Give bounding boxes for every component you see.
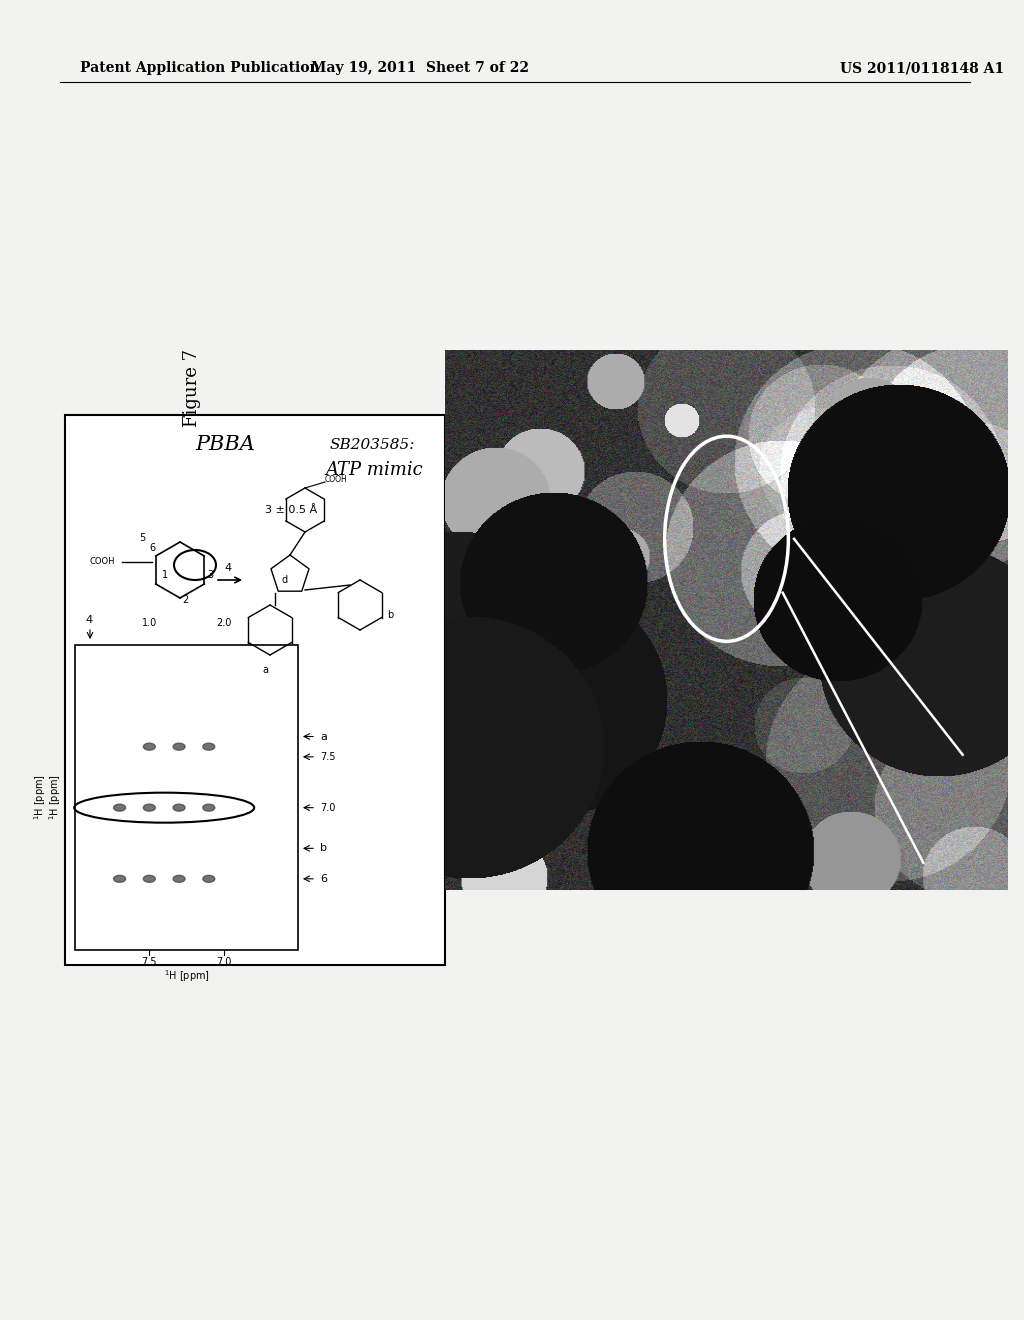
Ellipse shape: [173, 743, 185, 750]
Text: COOH: COOH: [325, 475, 348, 484]
Text: Figure 7: Figure 7: [183, 348, 201, 426]
Text: b: b: [319, 843, 327, 853]
Bar: [75, 645, 298, 950]
Text: 7.5: 7.5: [319, 752, 336, 762]
Ellipse shape: [114, 875, 126, 882]
Ellipse shape: [173, 804, 185, 812]
Ellipse shape: [143, 743, 156, 750]
Text: 2.0: 2.0: [216, 618, 231, 628]
Text: 4: 4: [85, 615, 92, 624]
Text: a: a: [319, 731, 327, 742]
Text: 2: 2: [182, 595, 188, 605]
Text: 7.0: 7.0: [216, 957, 231, 968]
Text: $^1$H [ppm]: $^1$H [ppm]: [164, 968, 210, 983]
Text: 1: 1: [162, 570, 168, 579]
Text: 3: 3: [207, 570, 213, 579]
Text: a: a: [262, 665, 268, 675]
Text: 7.5: 7.5: [141, 957, 157, 968]
Text: US 2011/0118148 A1: US 2011/0118148 A1: [840, 61, 1005, 75]
Text: 4: 4: [224, 564, 231, 573]
Ellipse shape: [203, 875, 215, 882]
Text: 3 ± 0.5 Å: 3 ± 0.5 Å: [265, 506, 317, 515]
Text: COOH: COOH: [89, 557, 115, 566]
Text: 6: 6: [148, 543, 155, 553]
Text: May 19, 2011  Sheet 7 of 22: May 19, 2011 Sheet 7 of 22: [311, 61, 529, 75]
Ellipse shape: [143, 804, 156, 812]
Text: Patent Application Publication: Patent Application Publication: [80, 61, 319, 75]
Ellipse shape: [203, 804, 215, 812]
Text: b: b: [387, 610, 393, 620]
Ellipse shape: [203, 743, 215, 750]
Text: ATP mimic: ATP mimic: [325, 461, 423, 479]
Bar: [65, 414, 445, 965]
Ellipse shape: [173, 875, 185, 882]
Text: PBBA: PBBA: [195, 436, 255, 454]
Text: 7.0: 7.0: [319, 803, 336, 813]
Text: $^1$H [ppm]: $^1$H [ppm]: [47, 775, 62, 821]
Text: SB203585:: SB203585:: [330, 438, 416, 451]
Ellipse shape: [114, 804, 126, 812]
Text: 6: 6: [319, 874, 327, 884]
Text: d: d: [282, 576, 288, 585]
Text: $^1$H [ppm]: $^1$H [ppm]: [32, 775, 48, 821]
Text: 5: 5: [139, 533, 145, 543]
Text: 1.0: 1.0: [141, 618, 157, 628]
Ellipse shape: [143, 875, 156, 882]
